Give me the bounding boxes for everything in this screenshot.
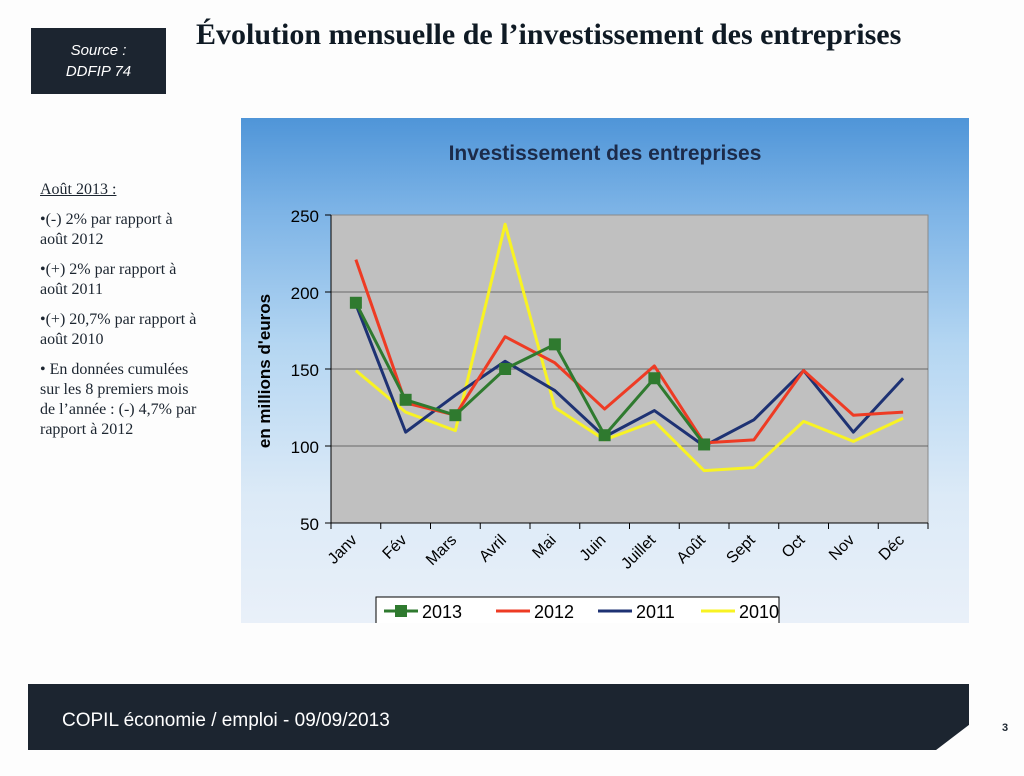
legend-label: 2012 (534, 602, 574, 622)
side-notes: Août 2013 : •(-) 2% par rapport à août 2… (40, 180, 200, 450)
y-tick-label: 50 (300, 515, 319, 534)
x-tick-label: Déc (876, 532, 908, 564)
page-title: Évolution mensuelle de l’investissement … (196, 18, 902, 51)
note-item: •(+) 20,7% par rapport à août 2010 (40, 311, 197, 348)
x-tick-label: Mai (529, 532, 559, 562)
y-tick-label: 150 (291, 361, 319, 380)
line-chart: Investissement des entreprises en millio… (255, 142, 929, 623)
data-point-2013 (399, 393, 412, 406)
x-tick-label: Avril (476, 532, 510, 566)
y-axis-label: en millions d'euros (255, 294, 274, 448)
y-tick-label: 250 (291, 207, 319, 226)
note-item: •(-) 2% par rapport à août 2012 (40, 211, 173, 248)
x-tick-label: Juin (577, 532, 610, 565)
x-tick-label: Sept (723, 531, 759, 567)
series-line-2010 (354, 222, 904, 473)
data-point-2013 (349, 296, 362, 309)
y-tick-label: 200 (291, 284, 319, 303)
source-name: DDFIP 74 (65, 63, 132, 80)
note-item: • En données cumulées sur les 8 premiers… (40, 361, 197, 438)
data-point-2013 (548, 338, 561, 351)
source-label: Source : (70, 42, 127, 59)
footer-bar (28, 684, 969, 750)
data-point-2013 (499, 363, 512, 375)
x-tick-label: Nov (826, 532, 858, 564)
plot-layer: 50 100 150 200 250 Janv Fév Mars Avril Mai Juin Jui… (291, 207, 929, 573)
legend-label: 2010 (739, 602, 779, 622)
note-item: •(+) 2% par rapport à août 2011 (40, 261, 177, 298)
series-line-2013 (354, 302, 706, 446)
y-tick-label: 100 (291, 438, 319, 457)
chart-panel: Investissement des entreprises en millio… (241, 118, 969, 623)
legend-label: 2011 (636, 602, 675, 622)
x-tick-label: Mars (423, 532, 460, 569)
chart-legend: 2013 2012 2011 2010 (375, 596, 780, 623)
legend-marker (395, 605, 407, 617)
source-box: Source : DDFIP 74 (31, 28, 166, 94)
footer-text: COPIL économie / emploi - 09/09/2013 (62, 710, 390, 731)
series-line-2011 (354, 303, 905, 448)
data-point-2013 (449, 409, 462, 422)
x-tick-label: Août (674, 531, 710, 567)
data-point-2013 (648, 372, 661, 385)
data-point-2013 (598, 429, 611, 442)
x-tick-label: Oct (779, 531, 809, 561)
x-tick-label: Janv (325, 532, 361, 568)
chart-title: Investissement des entreprises (449, 142, 762, 165)
notes-heading: Août 2013 : (40, 181, 117, 198)
x-tick-label: Juillet (618, 531, 659, 572)
data-point-2013 (698, 438, 711, 451)
x-tick-label: Fév (380, 532, 411, 563)
page-number: 3 (1002, 722, 1009, 734)
legend-label: 2013 (422, 602, 462, 622)
